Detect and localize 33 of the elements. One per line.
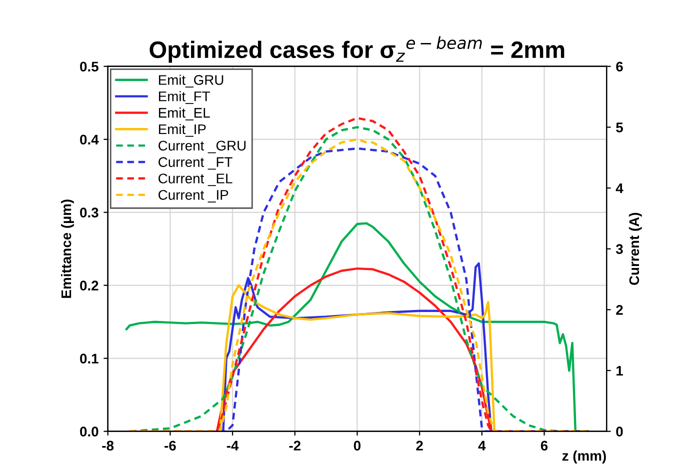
- legend-label: Current _FT: [158, 157, 232, 170]
- y2-tick-label: 3: [616, 244, 623, 254]
- y-tick-label: 0.3: [80, 208, 98, 218]
- y-tick-label: 0.4: [80, 134, 99, 145]
- x-tick-label: -2: [289, 440, 300, 450]
- chart-title: Optimized cases for σ$_{z}$$^{e−beam}$ = 2mm: [150, 36, 564, 63]
- y2-tick-label: 5: [616, 122, 623, 132]
- legend-label: Current _EL: [158, 174, 232, 186]
- y2-tick-label: 1: [616, 366, 623, 376]
- y2-axis-title: Current (A): [628, 212, 642, 285]
- legend-label: Current _IP: [158, 190, 228, 202]
- x-tick-label: 2: [416, 440, 423, 450]
- x-tick-label: -4: [226, 440, 239, 450]
- y2-tick-label: 6: [616, 62, 623, 72]
- y-tick-label: 0.5: [80, 62, 98, 72]
- x-tick-label: -6: [164, 440, 176, 451]
- x-tick-label: 6: [540, 440, 548, 451]
- y-tick-label: 0.0: [80, 426, 98, 437]
- legend-label: Emit_IP: [158, 124, 206, 137]
- y2-tick-label: 2: [616, 305, 623, 315]
- legend-label: Emit_EL: [158, 108, 210, 120]
- x-tick-label: 0: [354, 440, 361, 451]
- y2-tick-label: 0: [616, 426, 623, 437]
- y2-tick-label: 4: [616, 183, 624, 194]
- y-tick-label: 0.2: [80, 280, 98, 291]
- y-axis-title: Emittance (µm): [61, 200, 74, 298]
- legend-label: Emit_GRU: [158, 74, 224, 88]
- x-tick-label: 4: [478, 440, 486, 450]
- legend-label: Emit_FT: [158, 91, 210, 104]
- x-axis-title: z (mm): [562, 450, 606, 464]
- x-tick-label: -8: [102, 440, 114, 451]
- legend-label: Current _GRU: [158, 140, 246, 154]
- y-tick-label: 0.1: [80, 354, 98, 364]
